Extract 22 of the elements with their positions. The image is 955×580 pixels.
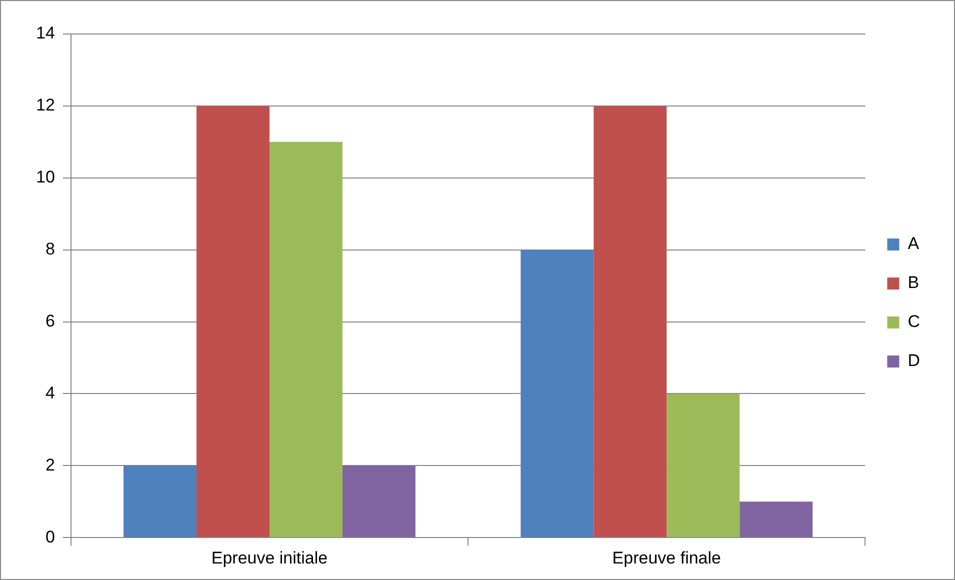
bar xyxy=(666,394,740,538)
legend-label: C xyxy=(908,312,920,332)
bar xyxy=(520,250,594,538)
y-tick-label: 14 xyxy=(36,24,55,43)
x-tick-label: Epreuve initiale xyxy=(211,548,328,568)
x-tick-label: Epreuve finale xyxy=(612,548,721,568)
y-tick-label: 8 xyxy=(45,240,55,259)
bar xyxy=(124,466,197,538)
legend-label: B xyxy=(908,273,920,292)
y-tick-label: 12 xyxy=(36,96,55,115)
y-tick-label: 4 xyxy=(45,383,55,402)
bar xyxy=(269,142,342,538)
y-tick-label: 10 xyxy=(36,168,55,187)
y-tick-label: 2 xyxy=(45,455,55,474)
bar xyxy=(196,106,270,538)
bar xyxy=(342,466,416,538)
y-tick-label: 0 xyxy=(45,527,55,546)
y-tick-label: 6 xyxy=(45,311,55,330)
legend-label: A xyxy=(908,234,920,254)
bar xyxy=(594,106,667,538)
legend-label: D xyxy=(908,351,920,370)
bar xyxy=(740,502,813,538)
